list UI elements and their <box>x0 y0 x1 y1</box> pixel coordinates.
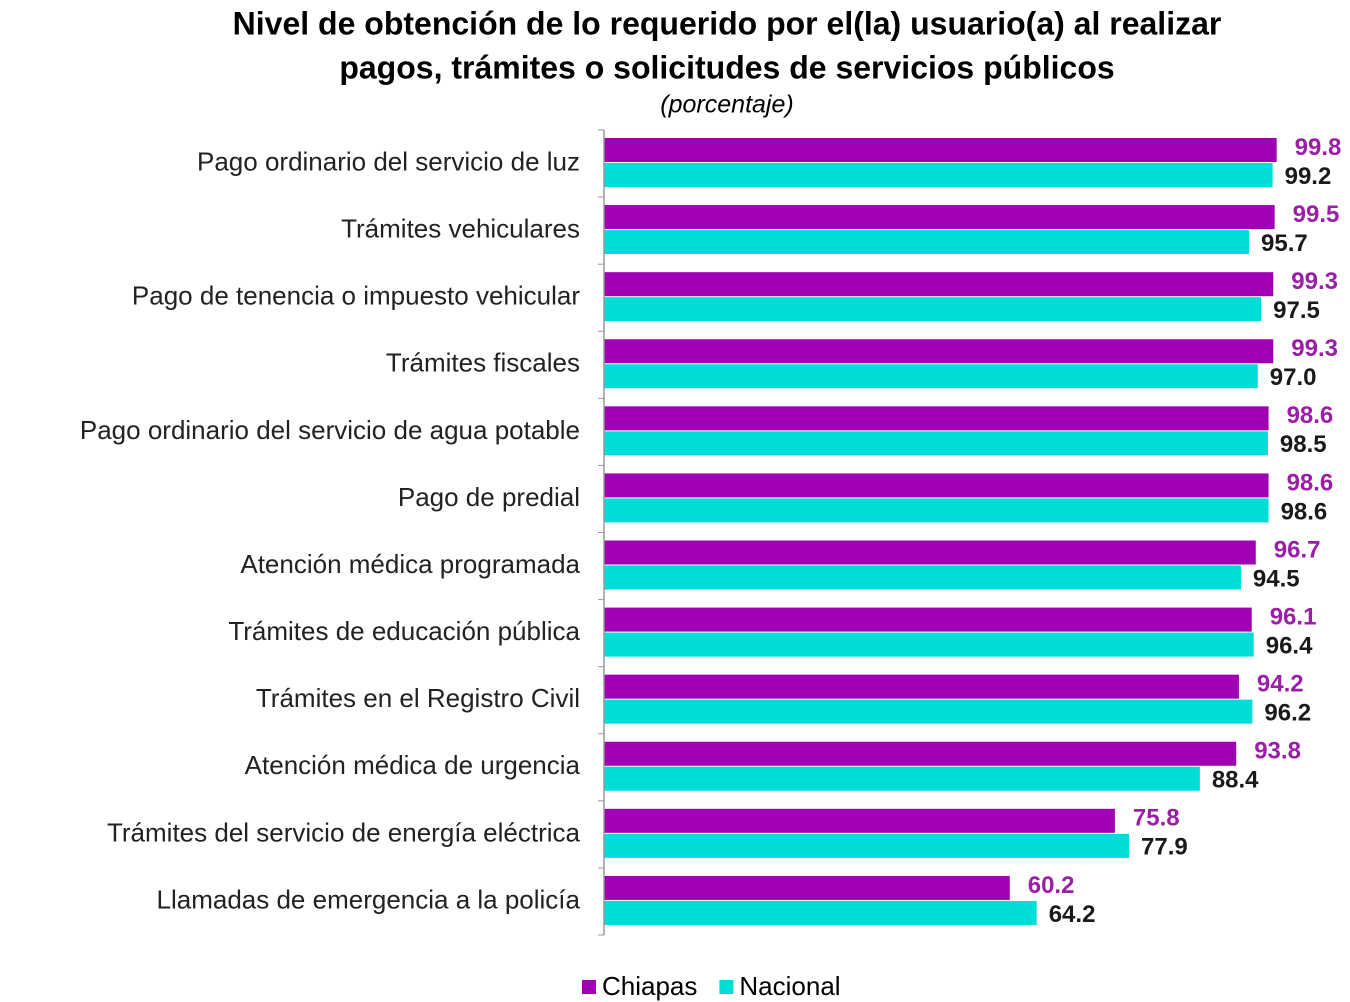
bar <box>604 431 1268 456</box>
chart-title: pagos, trámites o solicitudes de servici… <box>339 49 1114 85</box>
chart-subtitle: (porcentaje) <box>660 91 793 119</box>
category-label: Atención médica de urgencia <box>245 750 581 780</box>
bar <box>604 498 1269 523</box>
category-label: Trámites vehiculares <box>341 214 580 244</box>
value-label: 96.7 <box>1274 536 1321 563</box>
value-label: 99.3 <box>1291 335 1338 362</box>
value-label: 96.4 <box>1266 632 1313 659</box>
value-label: 98.6 <box>1281 498 1328 525</box>
category-label: Trámites del servicio de energía eléctri… <box>107 817 581 847</box>
value-label: 75.8 <box>1133 805 1180 832</box>
value-label: 98.6 <box>1287 402 1334 429</box>
legend-swatch <box>582 980 596 994</box>
category-label: Pago ordinario del servicio de luz <box>197 146 580 176</box>
legend-label: Nacional <box>739 971 840 1001</box>
value-label: 95.7 <box>1261 230 1308 257</box>
value-label: 97.5 <box>1273 297 1320 324</box>
category-label: Llamadas de emergencia a la policía <box>157 884 581 914</box>
bar <box>604 632 1254 657</box>
value-label: 64.2 <box>1049 901 1096 928</box>
value-label: 99.3 <box>1291 268 1338 295</box>
bar <box>604 875 1010 900</box>
value-label: 88.4 <box>1212 767 1259 794</box>
bar <box>604 230 1250 255</box>
value-label: 94.2 <box>1257 671 1304 698</box>
chart-title: Nivel de obtención de lo requerido por e… <box>233 5 1222 41</box>
bar <box>604 766 1200 791</box>
bar <box>604 674 1239 699</box>
value-label: 99.5 <box>1293 201 1340 228</box>
bar <box>604 364 1258 389</box>
value-label: 98.5 <box>1280 431 1327 458</box>
bar <box>604 205 1275 230</box>
bar <box>604 406 1269 431</box>
bar <box>604 163 1273 187</box>
bar <box>604 540 1256 565</box>
category-label: Pago ordinario del servicio de agua pota… <box>80 415 580 445</box>
value-label: 93.8 <box>1254 738 1301 765</box>
value-label: 96.2 <box>1264 700 1311 727</box>
value-label: 96.1 <box>1270 603 1317 630</box>
value-label: 99.2 <box>1285 163 1332 190</box>
bar <box>604 607 1252 632</box>
value-label: 99.8 <box>1295 134 1342 161</box>
value-label: 60.2 <box>1028 872 1075 899</box>
bar <box>604 297 1262 322</box>
category-label: Atención médica programada <box>240 549 580 579</box>
bar <box>604 473 1269 498</box>
legend-swatch <box>719 980 734 994</box>
bar <box>604 138 1277 162</box>
legend-label: Chiapas <box>602 971 697 1001</box>
category-label: Trámites de educación pública <box>228 616 580 646</box>
value-label: 94.5 <box>1253 565 1300 592</box>
bar <box>604 272 1274 297</box>
value-label: 98.6 <box>1287 469 1334 496</box>
value-label: 97.0 <box>1270 364 1317 391</box>
bar <box>604 900 1037 925</box>
category-label: Trámites fiscales <box>386 348 580 378</box>
bar <box>604 699 1253 724</box>
bar <box>604 808 1115 833</box>
bar <box>604 565 1241 590</box>
category-label: Pago de tenencia o impuesto vehicular <box>132 281 580 311</box>
value-label: 77.9 <box>1141 834 1188 861</box>
category-label: Pago de predial <box>398 482 580 512</box>
bar <box>604 741 1237 766</box>
bar <box>604 833 1130 858</box>
category-label: Trámites en el Registro Civil <box>256 683 580 713</box>
bar <box>604 339 1274 364</box>
